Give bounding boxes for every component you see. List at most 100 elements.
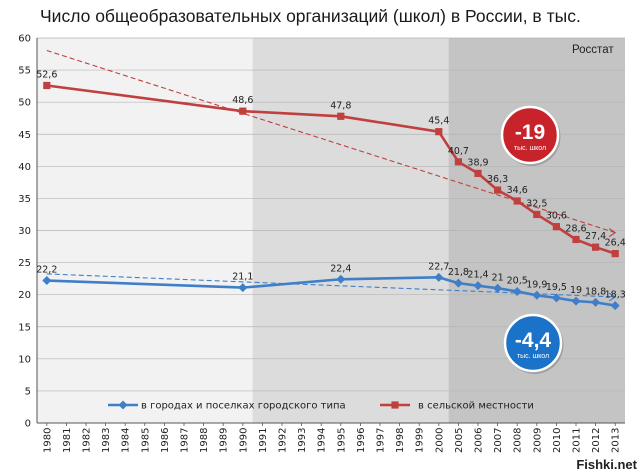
x-tick-label: 1992 (278, 428, 289, 453)
x-tick-label: 1990 (238, 428, 249, 453)
x-tick-label: 2012 (591, 428, 602, 453)
data-label: 19,9 (526, 279, 547, 290)
x-tick-label: 2007 (493, 428, 504, 453)
data-label: 32,5 (526, 198, 547, 209)
data-label: 48,6 (232, 95, 253, 106)
x-tick-label: 2008 (513, 428, 524, 453)
data-label: 21,4 (467, 270, 488, 281)
data-label: 47,8 (330, 100, 351, 111)
y-tick-label: 50 (18, 98, 31, 109)
x-tick-label: 1999 (415, 428, 426, 453)
data-label: 18,3 (605, 290, 626, 301)
data-label: 30,6 (546, 211, 567, 222)
data-label: 22,4 (330, 263, 351, 274)
x-tick-label: 1987 (180, 428, 191, 453)
rural-marker (239, 107, 247, 115)
legend-marker-rural (391, 401, 399, 409)
legend: в городах и поселках городского типа в се… (108, 400, 534, 412)
badge-value: -19 (515, 121, 545, 144)
y-tick-label: 55 (18, 66, 31, 77)
x-tick-label: 1998 (395, 428, 406, 453)
x-tick-label: 1997 (376, 428, 387, 453)
data-label: 52,6 (36, 69, 57, 80)
x-tick-label: 2011 (572, 428, 583, 453)
rural-marker (513, 197, 521, 205)
source-label: Росстат (572, 44, 614, 56)
x-tick-label: 1983 (101, 428, 112, 453)
urban-marker (512, 286, 522, 296)
badge-circle (500, 105, 560, 165)
legend-label-rural: в сельской местности (418, 401, 534, 412)
rural-marker (494, 186, 502, 194)
badge-circle (503, 313, 563, 373)
urban-marker (610, 301, 620, 311)
y-tick-label: 0 (25, 419, 31, 430)
urban-marker (473, 281, 483, 291)
x-tick-label: 1996 (356, 428, 367, 453)
x-tick-label: 1981 (62, 428, 73, 453)
x-tick-label: 1995 (336, 428, 347, 453)
x-tick-label: 1986 (160, 428, 171, 453)
data-label: 38,9 (467, 157, 488, 168)
data-label: 45,4 (428, 116, 449, 127)
badge-caption: тыс. школ (517, 353, 549, 360)
y-tick-label: 40 (18, 162, 31, 173)
data-label: 27,4 (585, 231, 606, 242)
trend-arrow (608, 292, 617, 302)
urban-marker (532, 290, 542, 300)
series-markers (42, 81, 620, 311)
legend-marker-urban (118, 400, 128, 410)
x-tick-label: 2000 (434, 428, 445, 453)
data-label: 34,6 (507, 185, 528, 196)
rural-marker (611, 250, 619, 258)
chart-title: Число общеобразовательных организаций (ш… (40, 6, 581, 26)
data-label: 22,7 (428, 261, 449, 272)
y-tick-label: 5 (25, 386, 31, 397)
urban-marker (453, 278, 463, 288)
x-tick-label: 2005 (454, 428, 465, 453)
badge-caption: тыс. школ (514, 145, 546, 152)
x-tick-label: 1982 (82, 428, 93, 453)
data-label: 28,6 (565, 223, 586, 234)
urban-marker (591, 297, 601, 307)
rural-marker (435, 128, 443, 136)
data-label: 20,5 (507, 275, 528, 286)
legend-label-urban: в городах и поселках городского типа (141, 401, 346, 412)
rural-marker (43, 81, 51, 90)
y-tick-label: 25 (18, 258, 31, 269)
y-tick-label: 45 (18, 130, 31, 141)
x-tick-label: 2006 (474, 428, 485, 453)
x-tick-label: 1989 (219, 428, 230, 453)
x-tick-label: 1988 (199, 428, 210, 453)
data-labels: 22,2 21,1 22,4 22,721,821,4 21 20,519,919,5 19… (36, 69, 626, 300)
rural-marker (533, 210, 541, 219)
x-tick-label: 1991 (258, 428, 269, 453)
watermark: Fishki.net (576, 457, 637, 472)
x-tick-label: 1980 (42, 428, 53, 453)
rural-marker (337, 112, 345, 120)
urban-marker (571, 296, 581, 306)
rural-marker (572, 235, 580, 244)
y-tick-label: 30 (18, 226, 31, 237)
y-tick-label: 60 (18, 34, 31, 45)
data-label: 18,8 (585, 286, 606, 297)
rural-marker (552, 223, 560, 231)
rural-marker (474, 169, 482, 177)
urban-marker (238, 283, 248, 293)
x-tick-label: 1985 (140, 428, 151, 453)
x-tick-label: 2013 (611, 428, 622, 453)
rural-marker (454, 158, 462, 166)
trend-arrow (608, 228, 617, 238)
rural-marker (592, 243, 600, 251)
badge-value: -4,4 (515, 329, 552, 352)
x-tick-labels: 1980 1981 1982 1983 1984 1985 1986 1987 1988 1989… (42, 428, 621, 453)
x-tick-label: 1984 (121, 428, 132, 453)
data-label: 36,3 (487, 174, 508, 185)
data-label: 21 (492, 272, 504, 283)
data-label: 22,2 (36, 265, 57, 276)
y-tick-labels: 0 5 10 15 20 25 30 35 40 45 50 55 60 (18, 34, 31, 430)
